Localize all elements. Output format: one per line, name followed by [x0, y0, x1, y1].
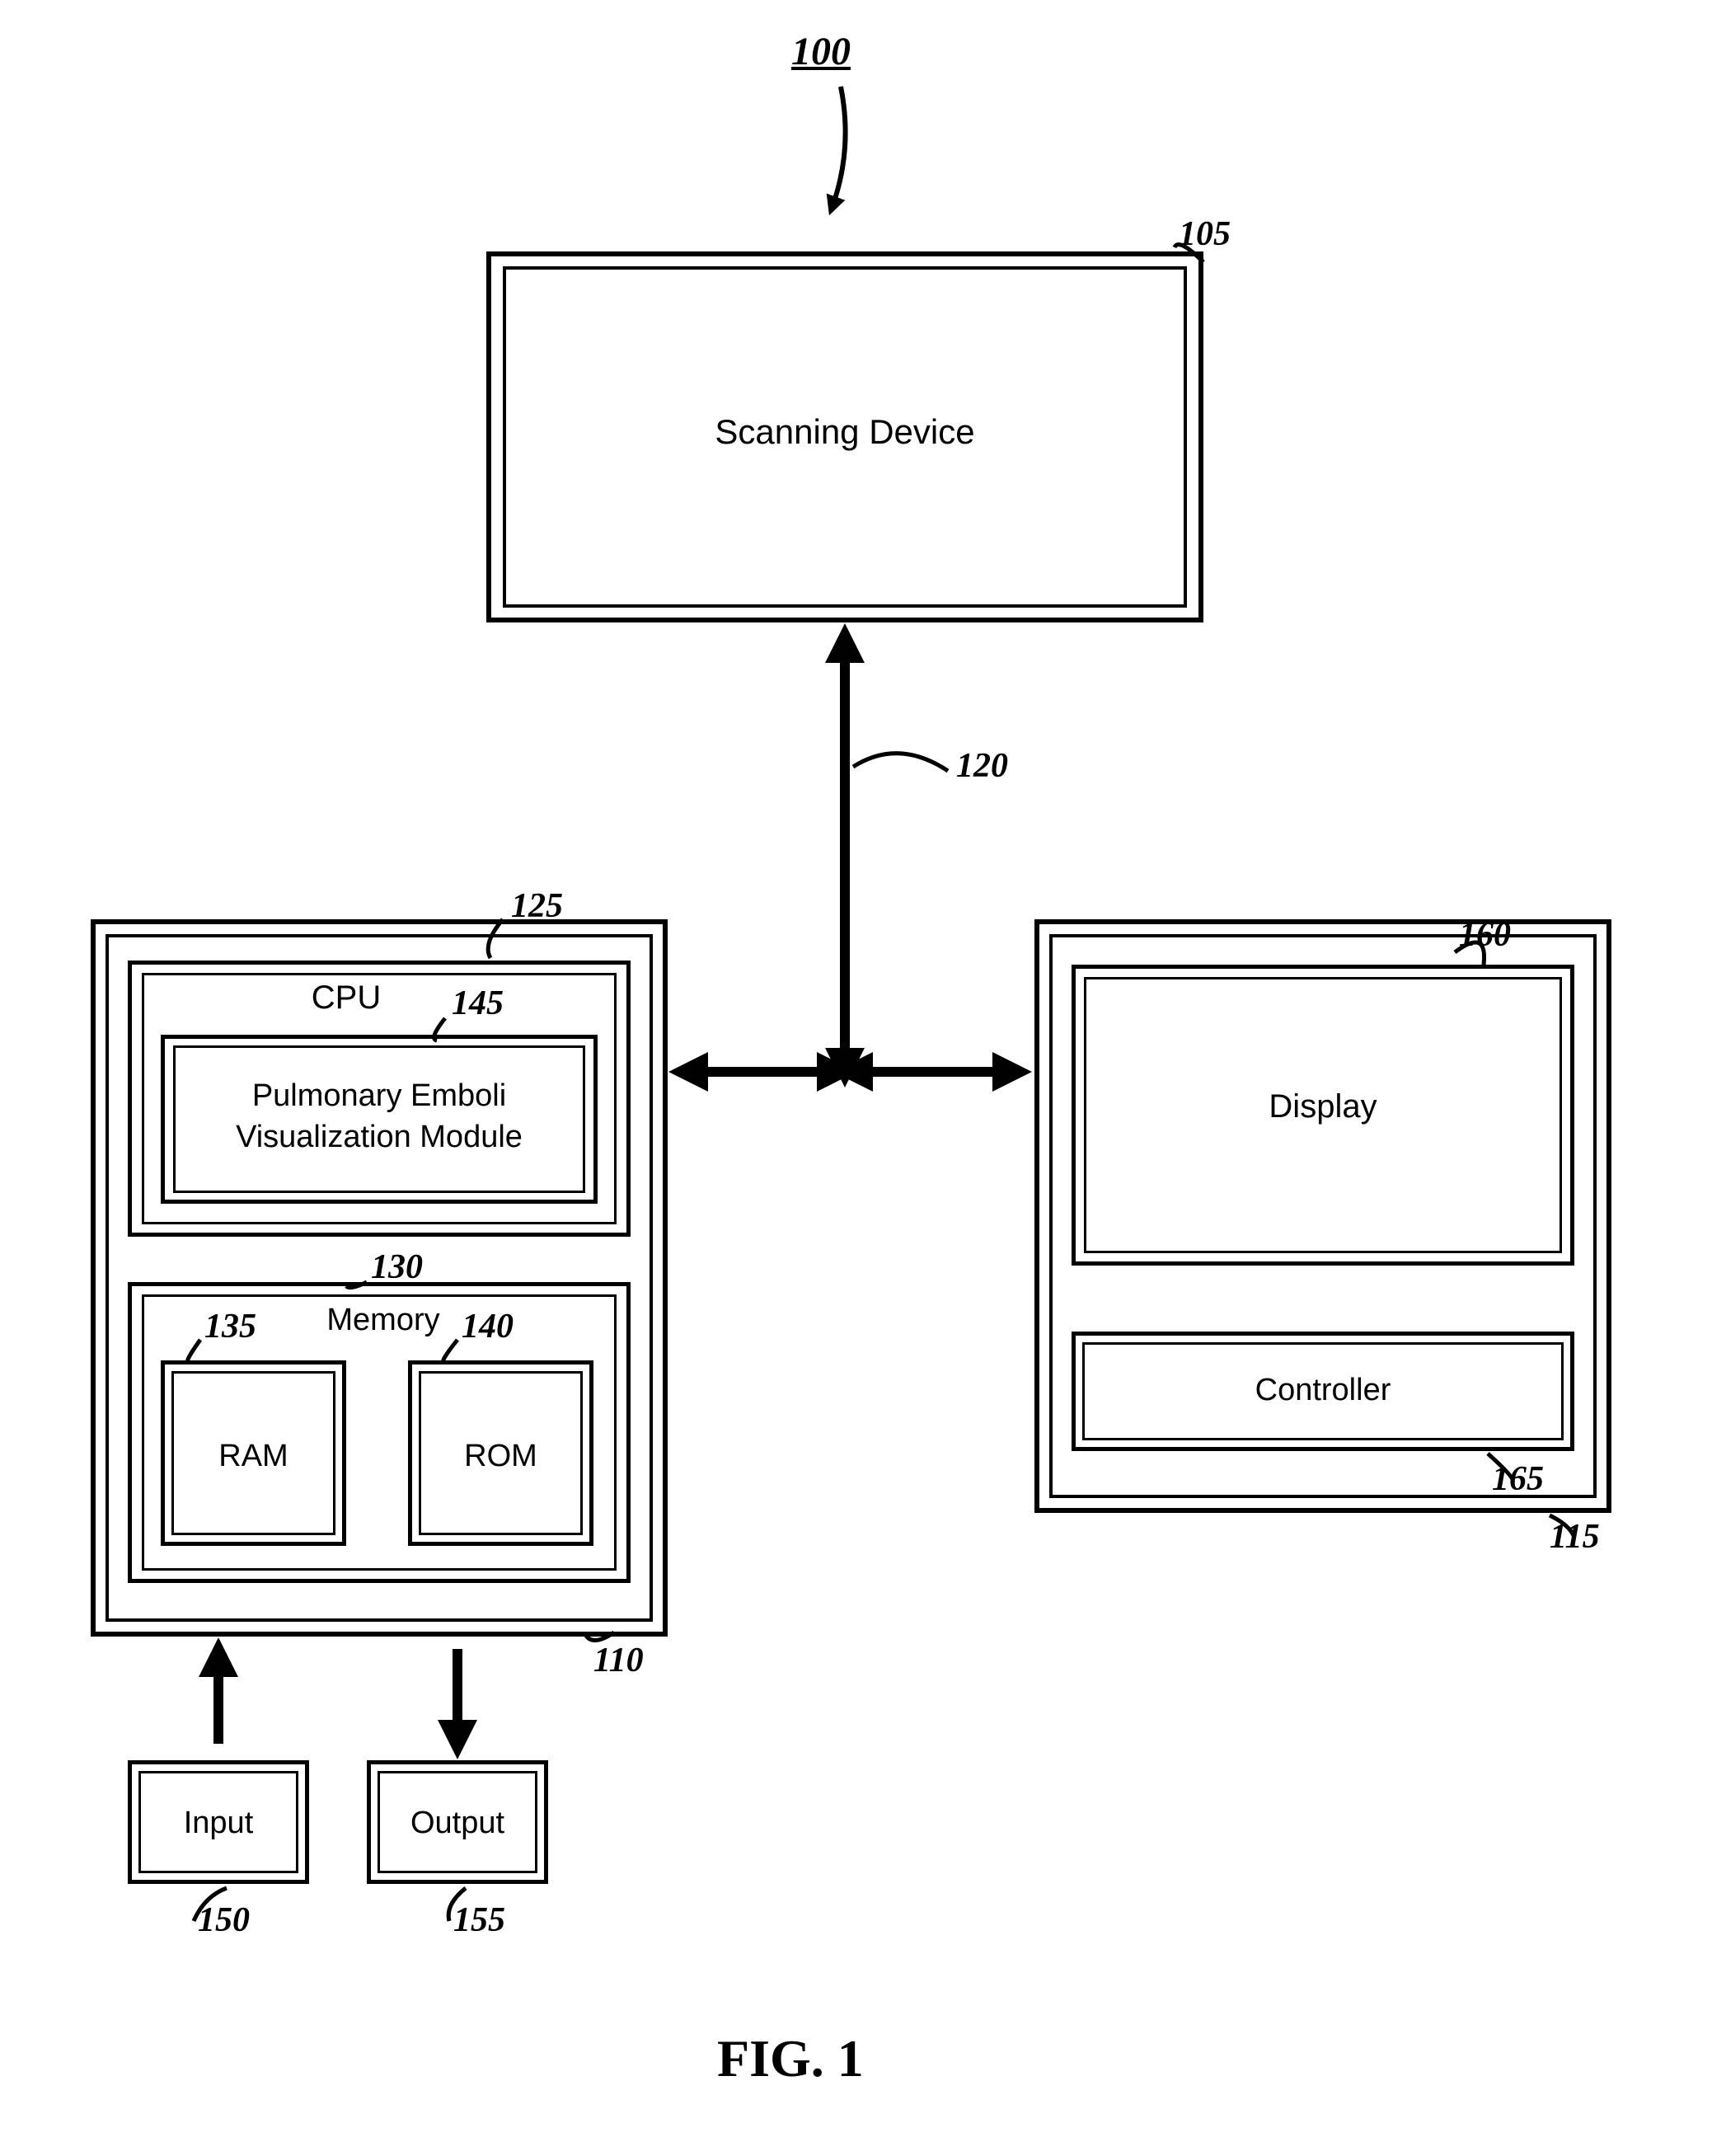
ref-155: 155	[453, 1900, 505, 1940]
figure-title: FIG. 1	[717, 2028, 864, 2089]
output-label: Output	[367, 1806, 548, 1841]
ref-125: 125	[511, 886, 563, 926]
ref-160: 160	[1459, 915, 1511, 955]
ref-100: 100	[791, 29, 851, 74]
ref-115: 115	[1550, 1517, 1600, 1557]
ref-135: 135	[204, 1307, 256, 1346]
ram-label: RAM	[161, 1439, 346, 1474]
pe-module-label2: Visualization Module	[161, 1120, 598, 1155]
memory-label: Memory	[313, 1303, 453, 1338]
ref-150: 150	[198, 1900, 250, 1940]
ref-120: 120	[956, 746, 1008, 786]
ref-140: 140	[462, 1307, 514, 1346]
ref-105: 105	[1179, 214, 1231, 254]
diagram-container: 100 Scanning Device 105 120 110 CPU 125 …	[0, 0, 1726, 2156]
controller-label: Controller	[1072, 1373, 1574, 1408]
pe-module-label1: Pulmonary Emboli	[161, 1078, 598, 1114]
ref-165: 165	[1492, 1459, 1544, 1499]
ref-130: 130	[371, 1247, 423, 1287]
ref-110: 110	[593, 1641, 644, 1680]
input-label: Input	[128, 1806, 309, 1841]
rom-label: ROM	[408, 1439, 593, 1474]
display-label: Display	[1072, 1088, 1574, 1125]
cpu-label: CPU	[280, 979, 412, 1017]
scanning-device-label: Scanning Device	[486, 412, 1203, 452]
ref-145: 145	[452, 984, 504, 1023]
